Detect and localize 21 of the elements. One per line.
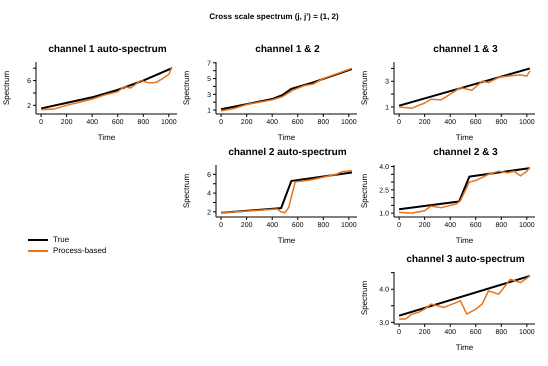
text: Cross scale spectrum (j, j') = (1, 2) — [208, 12, 340, 21]
x-axis-title: Time — [456, 236, 474, 245]
y-axis-title: Spectrum — [360, 70, 369, 106]
y-axis-title: Spectrum — [360, 174, 369, 208]
x-axis-title: Time — [456, 133, 474, 142]
x-axis-title: Time — [278, 236, 296, 245]
chart-title: channel 2 & 3 — [432, 147, 499, 160]
x-axis-title: Time — [278, 133, 296, 142]
y-axis-title: Spectrum — [182, 70, 191, 106]
chart-title: channel 1 & 2 — [254, 44, 321, 57]
y-axis-title: Spectrum — [360, 280, 369, 316]
x-axis-title: Time — [98, 133, 116, 142]
chart-title: channel 1 & 3 — [432, 44, 499, 57]
chart-title: channel 3 auto-spectrum — [405, 254, 526, 267]
y-axis-title: Spectrum — [182, 174, 191, 208]
chart-title: channel 1 auto-spectrum — [47, 44, 168, 57]
x-axis-title: Time — [456, 343, 474, 352]
chart-title: channel 2 auto-spectrum — [227, 147, 348, 160]
legend-label: Process-based — [53, 246, 106, 255]
legend-label: True — [53, 235, 70, 244]
y-axis-title: Spectrum — [2, 70, 11, 106]
